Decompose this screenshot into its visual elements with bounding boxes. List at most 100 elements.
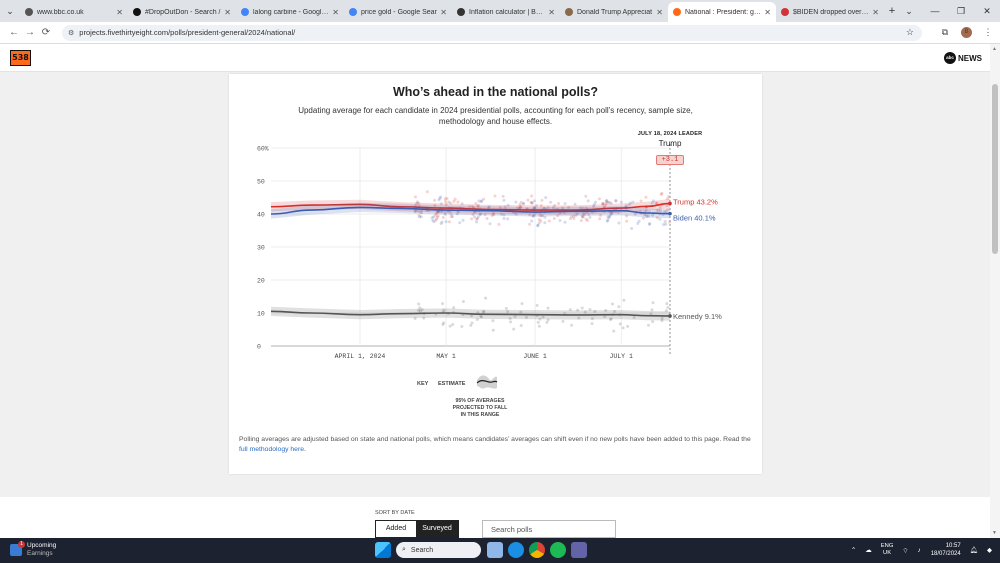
tab-close-icon[interactable]: ✕ bbox=[656, 7, 663, 17]
forward-arrow-icon[interactable]: → bbox=[25, 27, 35, 38]
new-tab-plus-icon[interactable]: + bbox=[888, 5, 896, 17]
browser-tab[interactable]: www.bbc.co.uk ✕ bbox=[20, 2, 128, 22]
show-hidden-icons-chevron[interactable]: ⌃ bbox=[850, 547, 857, 554]
extensions-icon[interactable]: ⧉ bbox=[941, 27, 949, 37]
poll-dot bbox=[604, 201, 608, 205]
browser-tab[interactable]: #DropOutDon - Search / ✕ bbox=[128, 2, 236, 22]
poll-dot bbox=[433, 213, 437, 217]
minimize-icon[interactable]: — bbox=[930, 6, 940, 16]
search-polls-input[interactable]: Search polls bbox=[482, 520, 616, 538]
series-end-point[interactable] bbox=[668, 201, 672, 206]
poll-dot bbox=[645, 215, 649, 219]
chrome-icon[interactable] bbox=[529, 542, 545, 558]
scroll-up-icon[interactable]: ▲ bbox=[992, 46, 997, 52]
poll-dot bbox=[644, 195, 648, 199]
cloud-icon[interactable]: ☁ bbox=[865, 547, 872, 554]
tab-close-icon[interactable]: ✕ bbox=[224, 7, 231, 17]
menu-kebab-icon[interactable]: ⋮ bbox=[983, 27, 993, 37]
language-indicator[interactable]: ENG UK bbox=[881, 543, 894, 558]
tab-title: price gold - Google Sear bbox=[361, 8, 437, 16]
poll-dot bbox=[544, 196, 548, 200]
reload-icon[interactable]: ⟳ bbox=[41, 27, 51, 38]
close-window-icon[interactable]: ✕ bbox=[983, 6, 991, 16]
series-line[interactable] bbox=[270, 206, 671, 215]
national-polls-chart[interactable]: 60% 50 40 30 20 10 0 APRIL 1, 2024 MAY 1 JUNE 1 JU… bbox=[229, 74, 762, 434]
poll-dot bbox=[583, 213, 587, 217]
tab-close-icon[interactable]: ✕ bbox=[116, 7, 123, 17]
browser-tab[interactable]: Inflation calculator | Bank ✕ bbox=[452, 2, 560, 22]
poll-dot bbox=[539, 203, 543, 207]
x-tick-label: JUNE 1 bbox=[523, 353, 547, 360]
tab-search-chevron-icon[interactable]: ⌄ bbox=[6, 5, 14, 16]
poll-dot bbox=[437, 198, 441, 202]
back-arrow-icon[interactable]: ← bbox=[9, 27, 19, 38]
series-line[interactable] bbox=[270, 202, 671, 211]
volume-icon[interactable]: ♪ bbox=[917, 546, 921, 554]
poll-dot bbox=[666, 306, 670, 310]
spotify-icon[interactable] bbox=[550, 542, 566, 558]
poll-dot bbox=[580, 215, 584, 219]
profile-avatar[interactable]: B bbox=[961, 27, 972, 38]
restore-icon[interactable]: ❐ bbox=[956, 6, 966, 16]
bookmark-star-icon[interactable]: ☆ bbox=[905, 27, 914, 37]
browser-tab[interactable]: Donald Trump Appreciat ✕ bbox=[560, 2, 668, 22]
tab-close-icon[interactable]: ✕ bbox=[440, 7, 447, 17]
tab-close-icon[interactable]: ✕ bbox=[872, 7, 879, 17]
poll-dot bbox=[518, 205, 522, 209]
poll-dot bbox=[476, 215, 480, 219]
task-view-icon[interactable] bbox=[487, 542, 503, 558]
series-line[interactable] bbox=[270, 310, 671, 317]
footnote-text: Polling averages are adjusted based on s… bbox=[239, 436, 751, 443]
site-header: 538 abc NEWS bbox=[0, 44, 990, 72]
poll-dot bbox=[417, 213, 421, 217]
taskbar-search[interactable]: ⌕ Search bbox=[396, 542, 481, 558]
app-icon[interactable] bbox=[571, 542, 587, 558]
poll-dot bbox=[479, 200, 483, 204]
scroll-down-icon[interactable]: ▼ bbox=[992, 530, 997, 536]
series-end-point[interactable] bbox=[668, 211, 672, 216]
poll-dot bbox=[502, 213, 506, 217]
sort-surveyed-button[interactable]: Surveyed bbox=[416, 521, 458, 537]
copilot-icon[interactable]: ◆ bbox=[987, 547, 992, 554]
sort-added-button[interactable]: Added bbox=[376, 521, 416, 537]
wifi-icon[interactable]: ⌔ bbox=[902, 547, 909, 555]
browser-tab[interactable]: $BIDEN dropped over 4% ✕ bbox=[776, 2, 884, 22]
page-title: Who’s ahead in the national polls? bbox=[392, 85, 599, 99]
window-dropdown-chevron-icon[interactable]: ⌄ bbox=[905, 6, 913, 16]
poll-dot bbox=[452, 199, 456, 203]
windows-start-icon[interactable] bbox=[375, 542, 391, 558]
series-end-point[interactable] bbox=[668, 314, 672, 318]
fivethirtyeight-logo[interactable]: 538 bbox=[10, 50, 31, 66]
tab-close-icon[interactable]: ✕ bbox=[548, 7, 555, 17]
browser-tab[interactable]: price gold - Google Sear ✕ bbox=[344, 2, 452, 22]
notification-bell-icon[interactable]: 🔔︎ bbox=[969, 547, 978, 554]
page-scrollbar[interactable]: ▲ ▼ bbox=[990, 44, 1000, 538]
poll-dot bbox=[537, 221, 541, 225]
poll-dot bbox=[605, 198, 609, 202]
clock[interactable]: 10:57 18/07/2024 bbox=[931, 542, 961, 558]
poll-dot bbox=[654, 201, 658, 205]
y-tick-label: 0 bbox=[257, 344, 261, 351]
tab-close-icon[interactable]: ✕ bbox=[332, 7, 339, 17]
scrollbar-thumb[interactable] bbox=[992, 84, 998, 254]
poll-dot bbox=[584, 217, 588, 221]
earnings-widget[interactable]: 1 Upcoming Earnings bbox=[10, 541, 56, 558]
abc-logo-ball: abc bbox=[944, 52, 956, 64]
poll-dot bbox=[575, 212, 579, 216]
url-field[interactable]: ⚙ projects.fivethirtyeight.com/polls/pre… bbox=[62, 24, 922, 41]
methodology-link[interactable]: full methodology here bbox=[239, 446, 304, 453]
poll-dot bbox=[530, 201, 534, 205]
tab-title: National : President: gene bbox=[685, 8, 762, 16]
browser-tab[interactable]: National : President: gene ✕ bbox=[668, 2, 776, 22]
poll-dot bbox=[660, 319, 664, 323]
poll-dot bbox=[537, 324, 541, 328]
poll-dot bbox=[606, 200, 610, 204]
poll-dot bbox=[476, 204, 480, 208]
site-info-icon[interactable]: ⚙ bbox=[68, 29, 75, 37]
tab-close-icon[interactable]: ✕ bbox=[764, 7, 771, 17]
poll-dot bbox=[626, 324, 630, 328]
abc-news-logo[interactable]: abc NEWS bbox=[944, 52, 982, 64]
onedrive-icon[interactable] bbox=[508, 542, 524, 558]
poll-dot bbox=[572, 214, 576, 218]
browser-tab[interactable]: lalong carbine - Google S ✕ bbox=[236, 2, 344, 22]
